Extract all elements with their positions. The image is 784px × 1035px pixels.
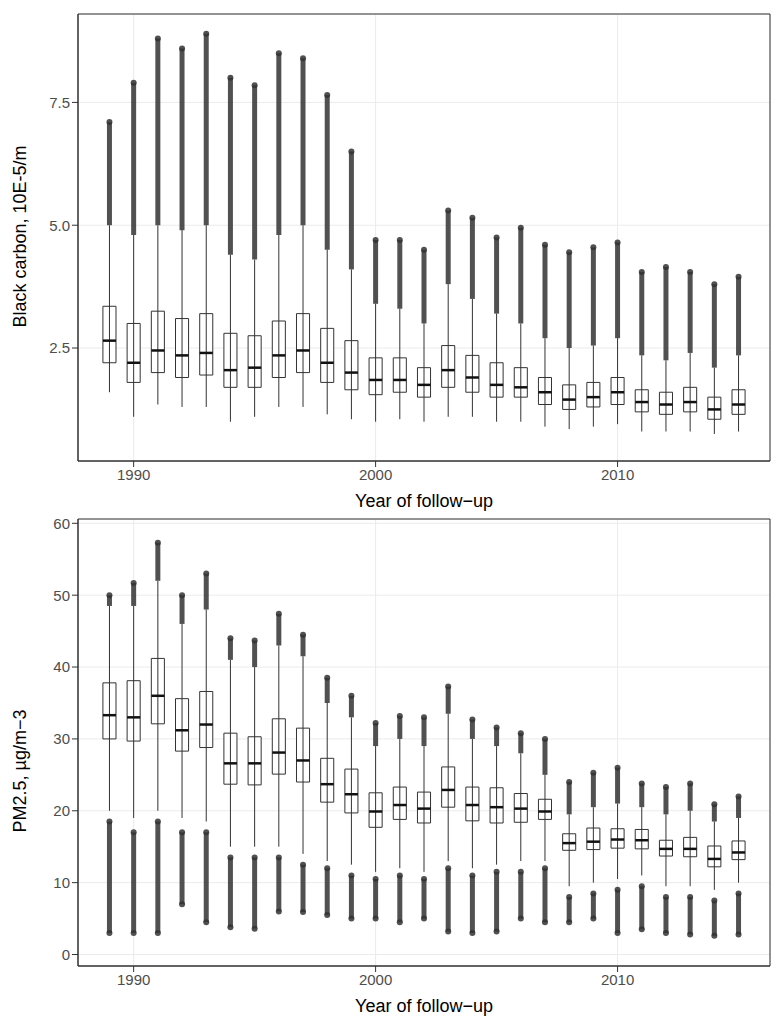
svg-text:2010: 2010 <box>601 971 634 988</box>
svg-text:20: 20 <box>53 802 70 819</box>
svg-text:Year of follow−up: Year of follow−up <box>355 491 493 511</box>
svg-text:5.0: 5.0 <box>49 217 70 234</box>
svg-text:Black carbon, 10E-5/m: Black carbon, 10E-5/m <box>10 145 30 327</box>
svg-text:2010: 2010 <box>601 466 634 483</box>
svg-text:2.5: 2.5 <box>49 339 70 356</box>
svg-text:30: 30 <box>53 730 70 747</box>
svg-text:Year of follow−up: Year of follow−up <box>355 996 493 1016</box>
svg-text:40: 40 <box>53 658 70 675</box>
svg-text:7.5: 7.5 <box>49 94 70 111</box>
svg-text:2000: 2000 <box>359 466 392 483</box>
svg-text:1990: 1990 <box>117 466 150 483</box>
svg-text:0: 0 <box>62 946 70 963</box>
svg-text:50: 50 <box>53 587 70 604</box>
svg-text:PM2.5, µg/m−3: PM2.5, µg/m−3 <box>10 710 30 833</box>
svg-text:10: 10 <box>53 874 70 891</box>
svg-text:2000: 2000 <box>359 971 392 988</box>
svg-text:60: 60 <box>53 515 70 532</box>
svg-text:1990: 1990 <box>117 971 150 988</box>
